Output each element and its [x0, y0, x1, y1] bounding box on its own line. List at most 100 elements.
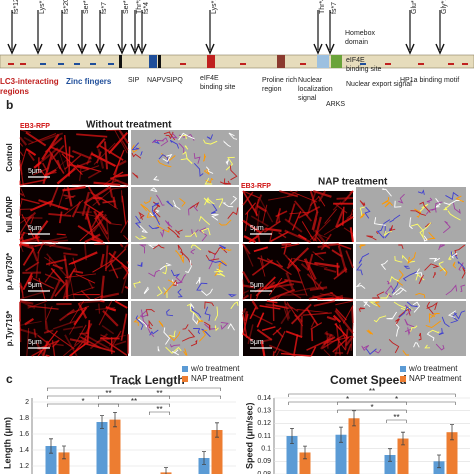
fiber	[284, 218, 303, 233]
track	[214, 268, 224, 273]
fiber	[255, 210, 260, 237]
track	[403, 265, 410, 269]
fiber	[73, 270, 84, 274]
track	[223, 140, 231, 148]
track	[430, 312, 440, 319]
fiber	[285, 330, 303, 338]
fiber	[265, 227, 282, 233]
track	[196, 319, 204, 325]
arrow-head	[405, 43, 415, 55]
track	[380, 260, 389, 270]
track	[445, 191, 459, 200]
fiber	[276, 293, 283, 300]
error-bar	[388, 448, 392, 462]
fiber	[52, 339, 60, 348]
fiber	[333, 294, 344, 300]
track	[425, 208, 437, 215]
fiber	[270, 231, 289, 243]
fiber	[120, 265, 129, 272]
fiber	[314, 261, 340, 268]
fiber	[100, 275, 105, 300]
track	[167, 226, 180, 238]
fiber	[30, 216, 35, 225]
track-panel	[356, 187, 466, 242]
fiber	[310, 322, 323, 330]
fiber	[124, 285, 129, 290]
label: Homebox	[345, 30, 375, 37]
arrow-head	[57, 43, 67, 55]
track	[218, 219, 232, 226]
fiber	[94, 210, 104, 220]
track	[151, 202, 159, 208]
track	[177, 288, 183, 298]
fiber	[123, 234, 129, 241]
y-tick-label: 0.12	[257, 420, 271, 427]
fiber	[351, 307, 354, 324]
motif-dash	[300, 63, 306, 65]
track	[148, 319, 154, 330]
track	[160, 137, 169, 147]
chart-title: Track Length	[110, 373, 185, 387]
track	[417, 189, 425, 195]
mutation-label: Thr*4	[319, 0, 326, 14]
fiber	[243, 235, 256, 244]
track	[428, 313, 436, 323]
error-bar	[290, 428, 294, 444]
fiber	[242, 313, 249, 335]
label: eIF4E	[346, 57, 365, 64]
fiber	[110, 223, 122, 226]
significance-label: *	[370, 403, 373, 412]
significance-label: **	[393, 413, 399, 422]
mutation-label: fs*12	[13, 0, 20, 14]
bar	[299, 452, 311, 474]
track	[230, 195, 238, 205]
fiber	[30, 245, 39, 262]
significance-label: **	[156, 405, 162, 414]
fiber	[32, 167, 50, 176]
fiber	[19, 320, 42, 326]
motif-dash	[108, 63, 114, 65]
mutation-label: fs*7	[331, 2, 338, 14]
track	[191, 229, 199, 236]
track	[392, 287, 407, 296]
fiber	[308, 291, 334, 300]
fiber	[63, 134, 69, 167]
legend-label: NAP treatment	[191, 374, 244, 383]
fiber	[114, 300, 128, 309]
track	[457, 261, 466, 270]
fiber	[286, 247, 310, 270]
track	[203, 197, 211, 204]
error-bar	[437, 454, 441, 469]
fiber	[256, 328, 273, 341]
fiber	[69, 338, 88, 344]
error-bar	[303, 445, 307, 460]
error-bar	[352, 410, 356, 427]
fiber	[248, 234, 260, 243]
arrow-head	[130, 43, 140, 55]
legend-swatch	[400, 376, 406, 382]
marker-label: EB3-RFP	[20, 123, 50, 130]
napvsipq-block	[149, 55, 157, 68]
fiber	[335, 322, 341, 356]
mutation-label: Ser*6	[83, 0, 90, 14]
track	[149, 209, 160, 217]
track	[140, 203, 153, 216]
fiber	[27, 151, 35, 162]
fiber	[73, 306, 88, 326]
track	[404, 318, 415, 328]
track	[134, 215, 142, 229]
y-tick-label: 0.14	[257, 395, 271, 402]
y-tick-label: 1.2	[19, 463, 29, 470]
fiber	[64, 273, 97, 278]
fiber	[48, 212, 72, 217]
track	[156, 286, 163, 297]
track	[171, 279, 177, 287]
track	[135, 235, 147, 240]
track	[204, 169, 210, 175]
fiber	[309, 263, 328, 269]
fiber	[96, 138, 106, 149]
track	[191, 306, 202, 318]
error-bar	[450, 424, 454, 441]
arrow-head	[7, 43, 17, 55]
fiber	[247, 324, 254, 345]
